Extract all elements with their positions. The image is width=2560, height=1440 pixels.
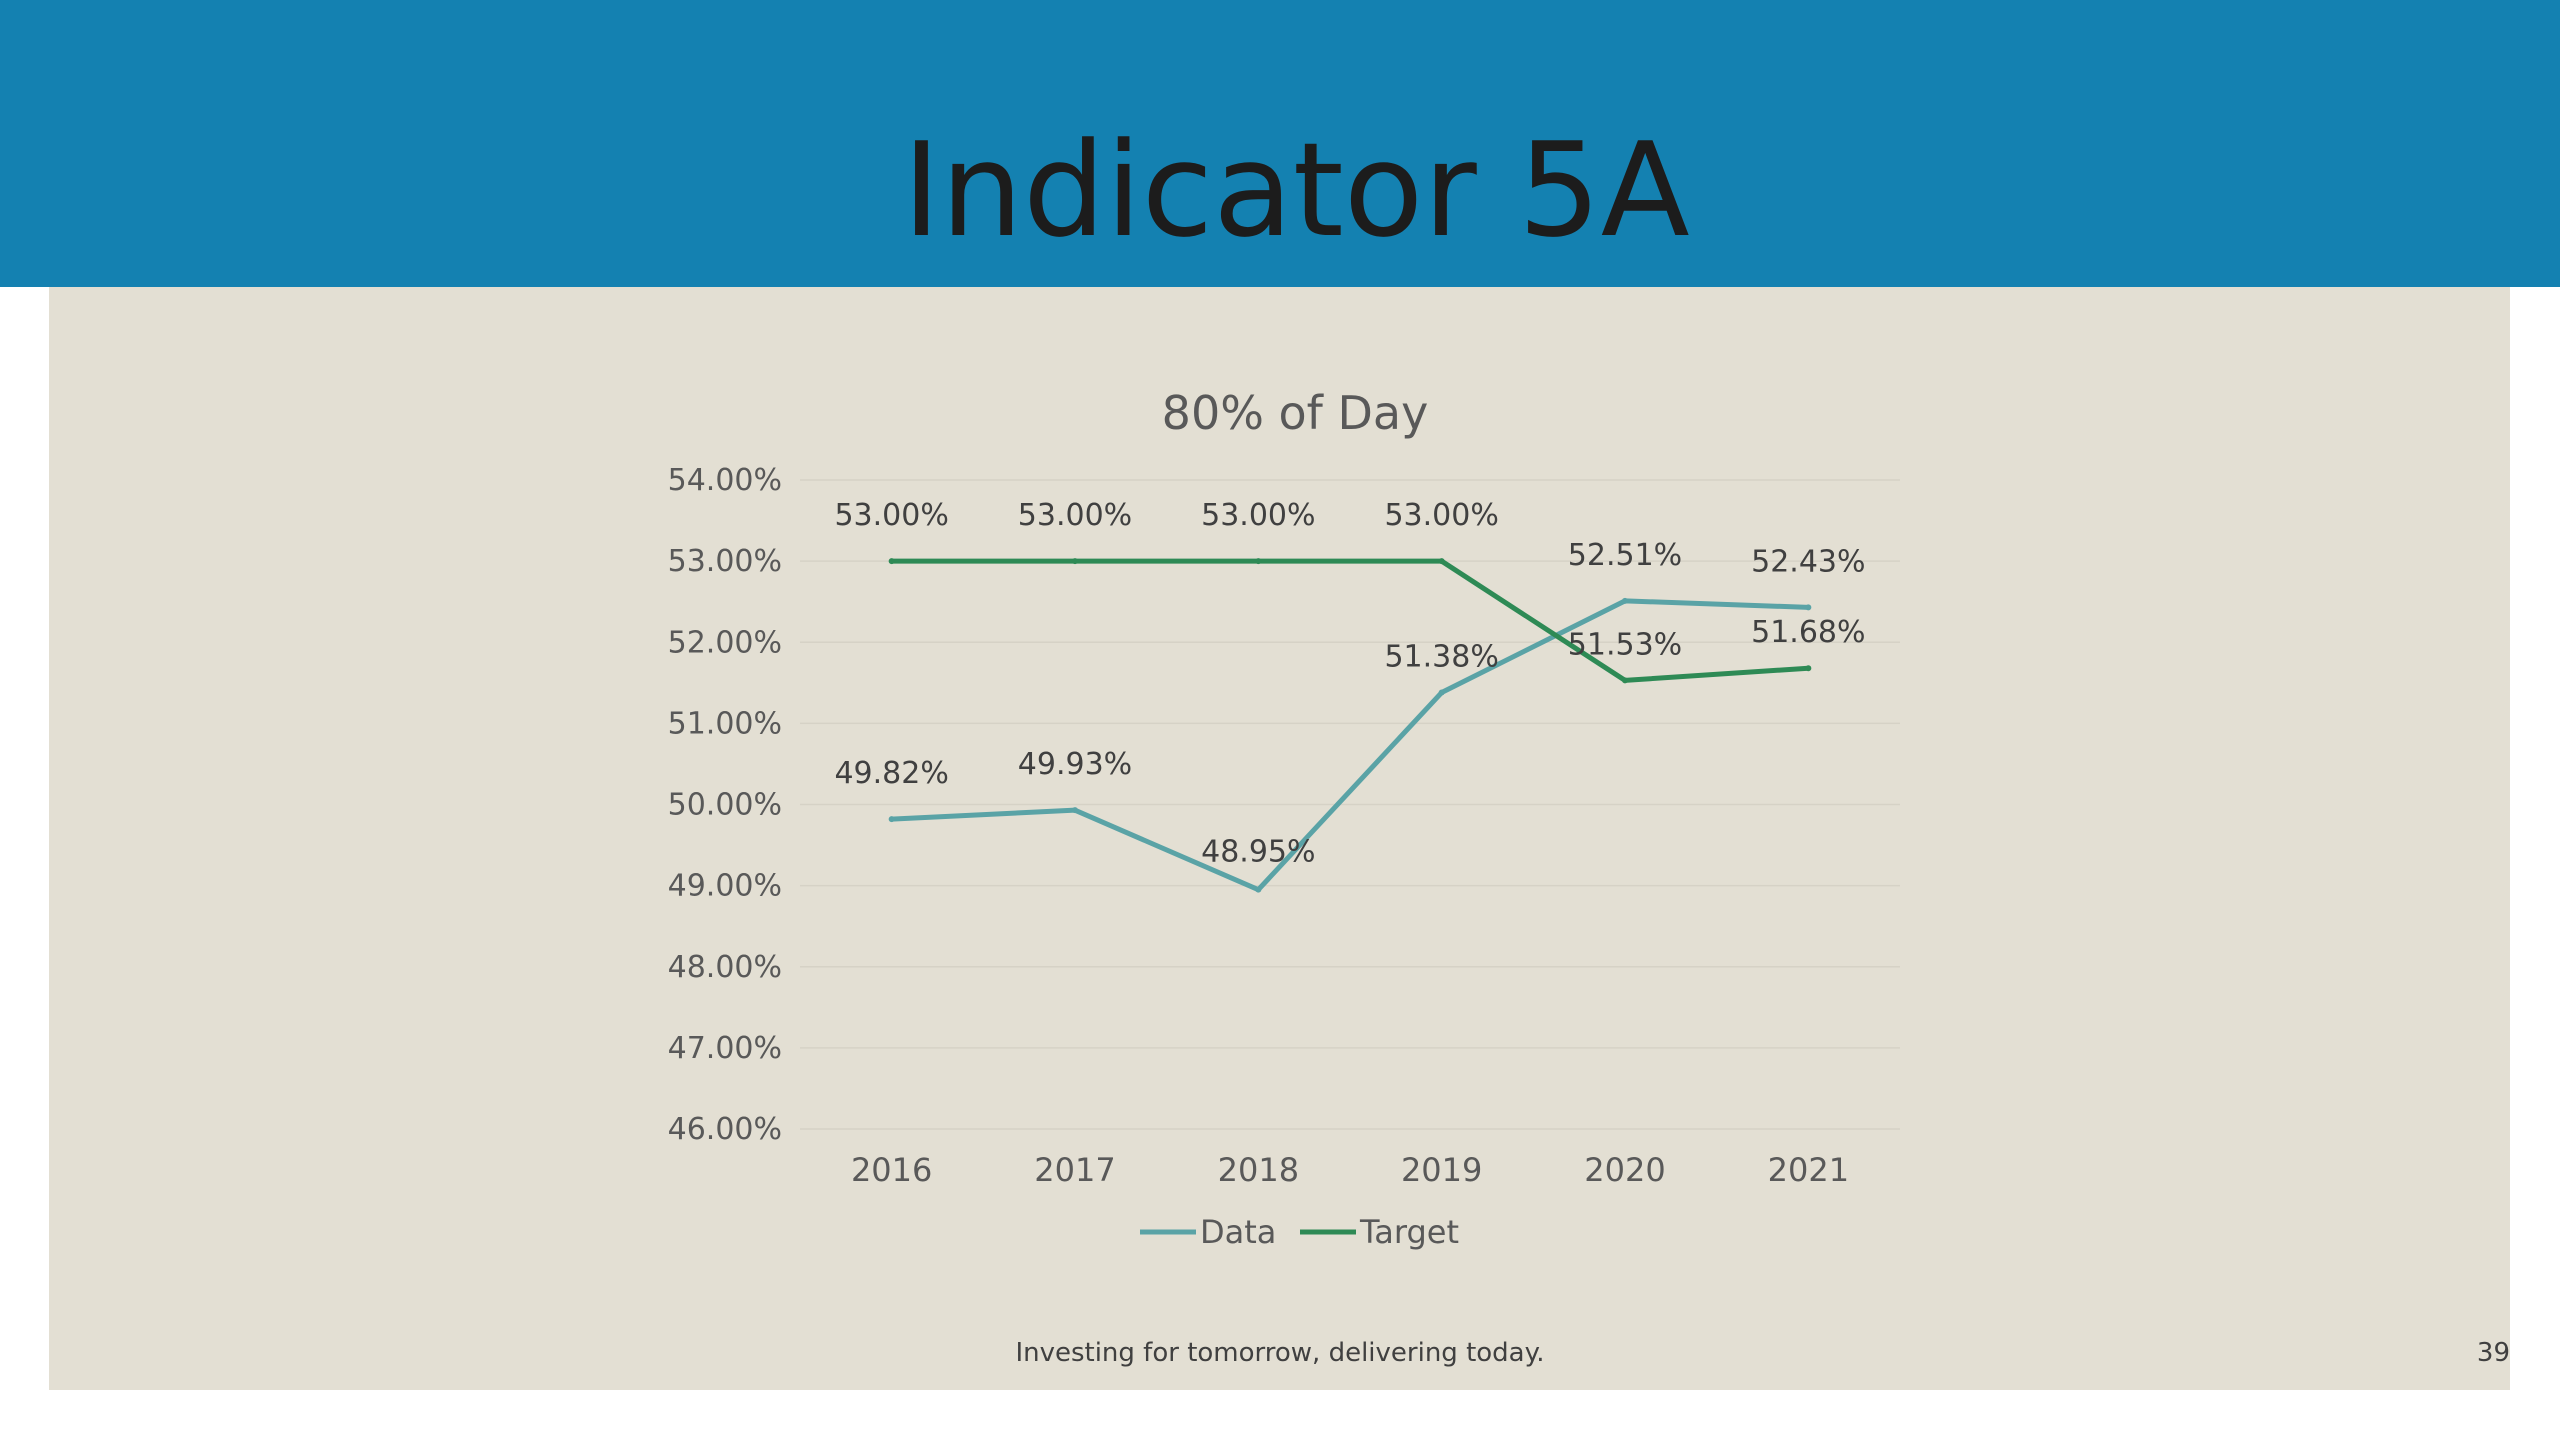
y-tick-label: 47.00%	[668, 1031, 782, 1066]
data-point	[1438, 558, 1445, 565]
data-point	[1255, 558, 1262, 565]
data-point	[1438, 689, 1445, 696]
data-label: 53.00%	[1201, 498, 1315, 533]
data-label: 51.68%	[1751, 615, 1865, 650]
legend-label: Data	[1200, 1213, 1276, 1251]
data-label: 48.95%	[1201, 835, 1315, 870]
data-point	[888, 558, 895, 565]
chart-title: 80% of Day	[1162, 386, 1429, 440]
x-tick-label: 2018	[1218, 1151, 1299, 1189]
data-label: 52.51%	[1568, 538, 1682, 573]
y-tick-label: 50.00%	[668, 788, 782, 823]
data-point	[1805, 604, 1812, 611]
x-axis: 2016 2017 2018 2019 2020 2021	[851, 1151, 1849, 1189]
series-lines	[888, 558, 1812, 893]
x-tick-label: 2021	[1768, 1151, 1849, 1189]
y-tick-label: 46.00%	[668, 1112, 782, 1147]
series-line-target	[889, 558, 1811, 683]
data-label: 53.00%	[1384, 498, 1498, 533]
x-tick-label: 2019	[1401, 1151, 1482, 1189]
y-tick-label: 48.00%	[668, 950, 782, 985]
slide-content-area	[49, 287, 2510, 1390]
legend: Data Target	[1140, 1213, 1459, 1251]
slide-title: Indicator 5A	[902, 114, 1690, 266]
y-tick-label: 49.00%	[668, 869, 782, 904]
data-point	[1622, 597, 1628, 604]
y-tick-label: 51.00%	[668, 706, 782, 741]
data-point	[1072, 807, 1078, 814]
series-line-data	[889, 598, 1811, 893]
data-point	[1805, 665, 1812, 672]
footer-tagline: Investing for tomorrow, delivering today…	[1015, 1338, 1545, 1368]
data-label: 49.82%	[834, 756, 948, 791]
data-label: 53.00%	[834, 498, 948, 533]
data-point	[1622, 677, 1628, 684]
x-tick-label: 2020	[1584, 1151, 1665, 1189]
data-label: 51.53%	[1568, 627, 1682, 662]
x-tick-label: 2017	[1034, 1151, 1115, 1189]
data-point	[888, 816, 895, 823]
data-label: 53.00%	[1018, 498, 1132, 533]
data-labels: 49.82% 49.93% 48.95% 51.38% 52.51% 52.43% 53.0…	[834, 498, 1865, 870]
y-tick-label: 54.00%	[668, 463, 782, 498]
gridlines	[800, 479, 1900, 1130]
y-tick-label: 53.00%	[668, 544, 782, 579]
y-axis: 54.00% 53.00% 52.00% 51.00% 50.00% 49.00% 48.0…	[668, 463, 782, 1147]
title-bar	[0, 0, 2560, 287]
data-point	[1255, 886, 1262, 893]
slide-number: 39	[2476, 1338, 2510, 1368]
x-tick-label: 2016	[851, 1151, 932, 1189]
data-point	[1072, 558, 1078, 565]
data-label: 49.93%	[1018, 747, 1132, 782]
y-tick-label: 52.00%	[668, 625, 782, 660]
legend-label: Target	[1359, 1213, 1459, 1251]
data-label: 51.38%	[1384, 640, 1498, 675]
data-label: 52.43%	[1751, 544, 1865, 579]
